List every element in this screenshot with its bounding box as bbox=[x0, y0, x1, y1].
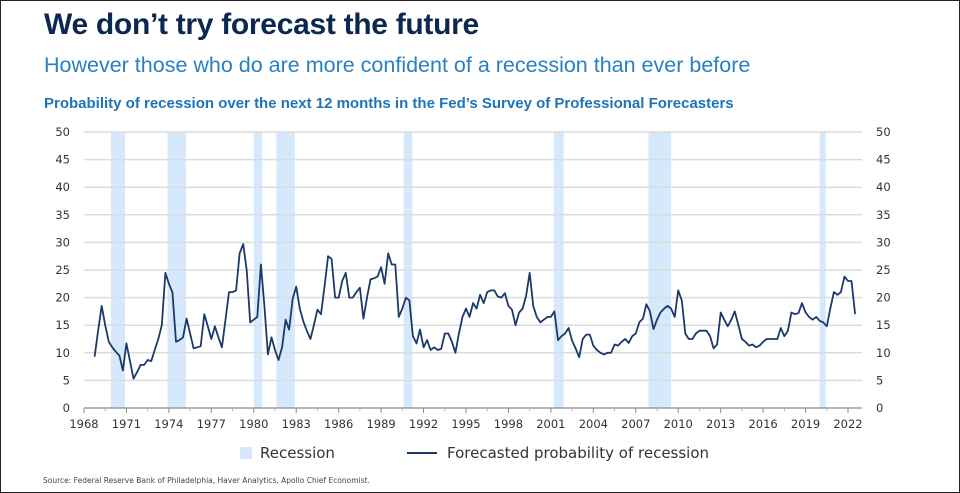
page-subtitle: However those who do are more confident … bbox=[44, 53, 751, 77]
x-tick-label: 2001 bbox=[536, 417, 565, 431]
y-tick-label-right: 40 bbox=[876, 180, 891, 194]
y-tick-label-left: 45 bbox=[55, 153, 70, 167]
y-tick-label-right: 15 bbox=[876, 318, 891, 332]
x-tick-label: 1977 bbox=[197, 417, 226, 431]
x-tick-label: 2019 bbox=[791, 417, 820, 431]
y-tick-label-right: 20 bbox=[876, 291, 891, 305]
legend-item-forecast: Forecasted probability of recession bbox=[407, 444, 709, 462]
y-tick-label-right: 5 bbox=[876, 373, 883, 387]
y-tick-label-left: 30 bbox=[55, 235, 70, 249]
y-tick-label-left: 10 bbox=[55, 346, 70, 360]
x-tick-label: 1992 bbox=[409, 417, 438, 431]
x-tick-label: 1989 bbox=[366, 417, 395, 431]
gridlines bbox=[84, 131, 862, 382]
y-axis-left: 0 5 10 15 20 25 30 35 40 45 50 bbox=[55, 125, 70, 415]
y-tick-label-right: 30 bbox=[876, 235, 891, 249]
y-tick-label-left: 20 bbox=[55, 291, 70, 305]
chart-title: Probability of recession over the next 1… bbox=[44, 95, 734, 112]
legend: Recession Forecasted probability of rece… bbox=[0, 444, 960, 466]
x-tick-label: 2007 bbox=[621, 417, 650, 431]
page-title: We don’t try forecast the future bbox=[44, 8, 479, 41]
x-tick-label: 2022 bbox=[833, 417, 862, 431]
y-tick-label-right: 50 bbox=[876, 125, 891, 139]
series-group bbox=[93, 243, 856, 380]
legend-label-recession: Recession bbox=[260, 444, 335, 462]
x-tick-label: 1986 bbox=[324, 417, 353, 431]
y-tick-label-right: 35 bbox=[876, 208, 891, 222]
y-tick-label-right: 25 bbox=[876, 263, 891, 277]
legend-item-recession: Recession bbox=[240, 444, 335, 462]
y-tick-label-left: 35 bbox=[55, 208, 70, 222]
x-tick-label: 1968 bbox=[69, 417, 98, 431]
y-tick-label-left: 40 bbox=[55, 180, 70, 194]
x-tick-label: 2013 bbox=[706, 417, 735, 431]
x-tick-label: 1998 bbox=[494, 417, 523, 431]
source-note: Source: Federal Reserve Bank of Philadel… bbox=[43, 476, 370, 485]
x-tick-label: 2010 bbox=[664, 417, 693, 431]
x-tick-label: 2016 bbox=[748, 417, 777, 431]
x-tick-label: 1995 bbox=[451, 417, 480, 431]
y-tick-label-right: 10 bbox=[876, 346, 891, 360]
x-tick-label: 1980 bbox=[239, 417, 268, 431]
y-tick-label-left: 5 bbox=[63, 373, 70, 387]
y-tick-label-left: 50 bbox=[55, 125, 70, 139]
line-swatch-icon bbox=[407, 451, 437, 455]
x-tick-label: 1971 bbox=[112, 417, 141, 431]
recession-swatch-icon bbox=[240, 447, 252, 459]
y-axis-right: 0 5 10 15 20 25 30 35 40 45 50 bbox=[876, 125, 891, 415]
y-tick-label-left: 25 bbox=[55, 263, 70, 277]
y-tick-label-right: 45 bbox=[876, 153, 891, 167]
y-tick-label-left: 15 bbox=[55, 318, 70, 332]
y-tick-label-right: 0 bbox=[876, 401, 883, 415]
x-tick-label: 1974 bbox=[154, 417, 183, 431]
x-tick-label: 2004 bbox=[579, 417, 608, 431]
x-tick-label: 1983 bbox=[282, 417, 311, 431]
series-line-forecast bbox=[93, 243, 856, 380]
y-tick-label-left: 0 bbox=[63, 401, 70, 415]
legend-label-forecast: Forecasted probability of recession bbox=[447, 444, 710, 462]
x-axis: 1968 1971 1974 1977 1980 1983 1986 1989 1992 1995… bbox=[69, 407, 863, 431]
